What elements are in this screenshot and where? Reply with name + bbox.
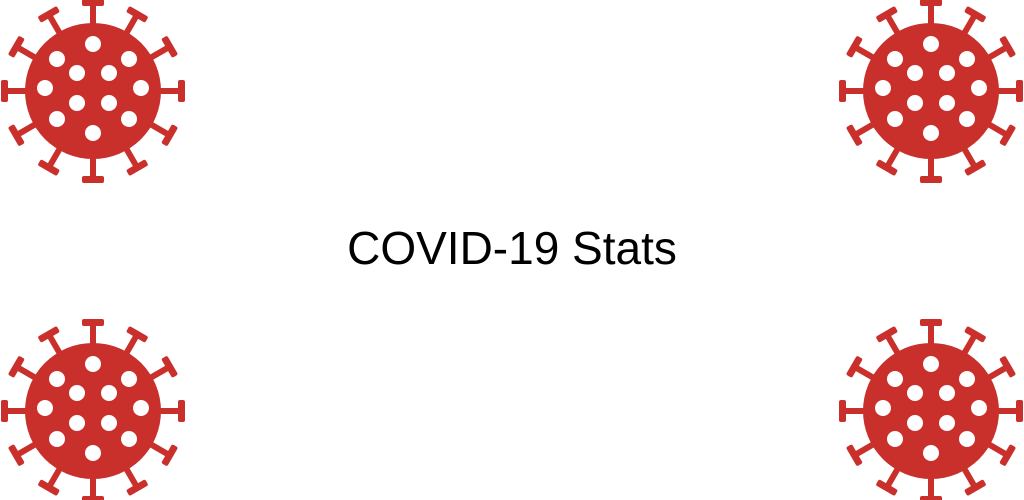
virus-icon xyxy=(836,0,1024,186)
app-title: COVID-19 Stats xyxy=(347,222,677,274)
virus-icon xyxy=(0,0,188,186)
virus-icon xyxy=(0,316,188,500)
virus-icon xyxy=(836,316,1024,500)
